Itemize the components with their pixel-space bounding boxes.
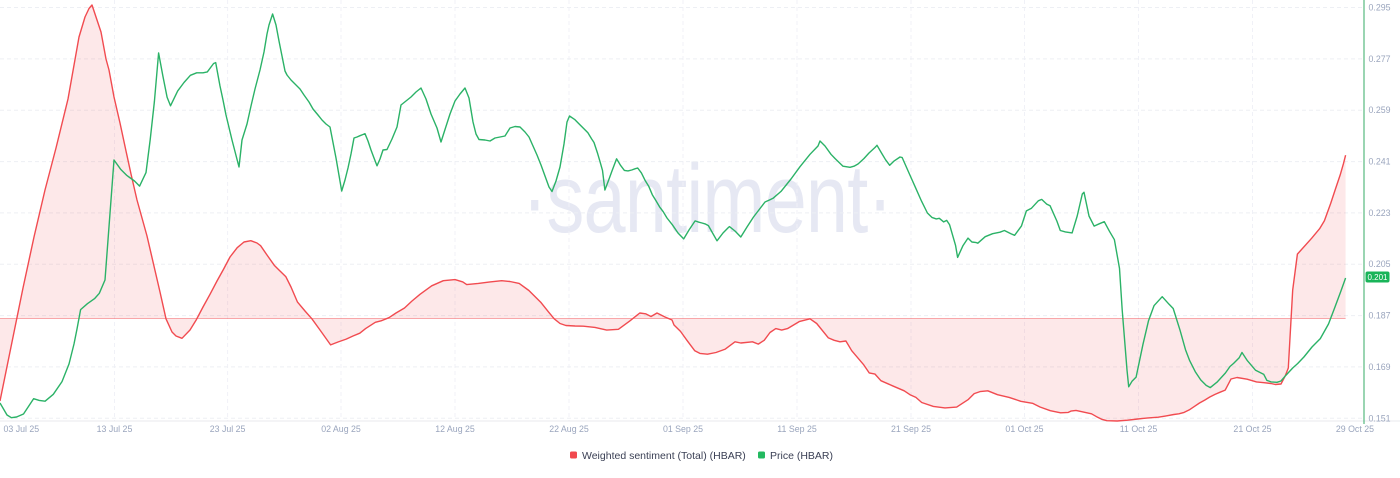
svg-text:0.241: 0.241 bbox=[1369, 157, 1391, 167]
svg-text:29 Oct 25: 29 Oct 25 bbox=[1336, 424, 1374, 434]
svg-text:12 Aug 25: 12 Aug 25 bbox=[435, 424, 475, 434]
svg-text:02 Aug 25: 02 Aug 25 bbox=[321, 424, 361, 434]
svg-text:22 Aug 25: 22 Aug 25 bbox=[549, 424, 589, 434]
svg-text:01 Oct 25: 01 Oct 25 bbox=[1005, 424, 1043, 434]
svg-text:0.295: 0.295 bbox=[1369, 3, 1391, 13]
svg-text:Price (HBAR): Price (HBAR) bbox=[770, 450, 833, 462]
svg-text:01 Sep 25: 01 Sep 25 bbox=[663, 424, 703, 434]
svg-text:Weighted sentiment (Total) (HB: Weighted sentiment (Total) (HBAR) bbox=[582, 450, 746, 462]
svg-text:0.223: 0.223 bbox=[1369, 208, 1391, 218]
svg-text:0.201: 0.201 bbox=[1367, 273, 1388, 282]
svg-text:21 Oct 25: 21 Oct 25 bbox=[1233, 424, 1271, 434]
svg-text:0.277: 0.277 bbox=[1369, 54, 1391, 64]
svg-text:11 Sep 25: 11 Sep 25 bbox=[777, 424, 817, 434]
svg-text:21 Sep 25: 21 Sep 25 bbox=[891, 424, 931, 434]
svg-text:0.187: 0.187 bbox=[1369, 311, 1391, 321]
svg-text:·santiment·: ·santiment· bbox=[522, 145, 892, 253]
svg-text:11 Oct 25: 11 Oct 25 bbox=[1120, 424, 1158, 434]
svg-text:13 Jul 25: 13 Jul 25 bbox=[97, 424, 133, 434]
svg-text:0.259: 0.259 bbox=[1369, 105, 1391, 115]
svg-text:0.169: 0.169 bbox=[1369, 362, 1391, 372]
svg-text:23 Jul 25: 23 Jul 25 bbox=[210, 424, 246, 434]
svg-text:0.151: 0.151 bbox=[1369, 413, 1391, 423]
svg-text:0.205: 0.205 bbox=[1369, 259, 1391, 269]
svg-text:03 Jul 25: 03 Jul 25 bbox=[4, 424, 40, 434]
